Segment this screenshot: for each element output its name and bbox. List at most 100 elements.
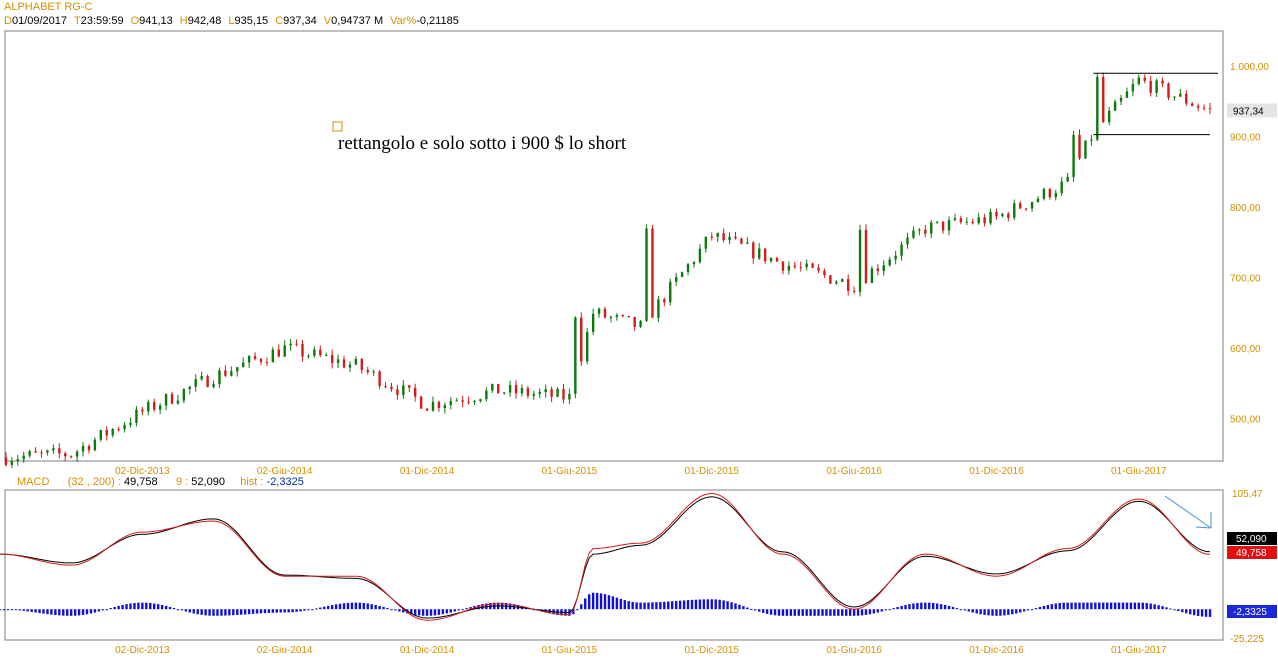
candle-body [402,385,405,396]
candle-body [449,401,452,406]
histogram-bar [738,604,741,610]
histogram-bar [848,609,852,616]
candle-body [105,429,108,436]
histogram-bar [105,609,108,611]
candle-body [918,229,921,231]
candle-body [413,387,417,397]
histogram-bar [671,601,674,610]
candle-body [271,349,275,363]
histogram-bar [2,609,6,611]
candle-body [354,358,358,365]
histogram-bar [892,608,895,610]
histogram-bar [1046,604,1050,610]
candle-body [947,220,951,231]
time-axis: 02-Dic-2013 02-Dic-2013 02-Giu-2014 02-Giu-… [115,466,1167,656]
histogram-bar [1038,606,1042,610]
candle-body [408,385,411,388]
candle-body [28,451,31,456]
candle-body [75,451,79,457]
candle-body [627,315,630,318]
candle-body [330,355,334,363]
candle-body [817,267,820,271]
candle-body [218,370,221,385]
histogram-bar [287,609,290,613]
histogram-bar [591,592,595,610]
histogram-bar [678,600,682,610]
candle-body [538,392,541,395]
candle-body [870,268,874,283]
histogram-bar [1074,602,1077,610]
ohlc-key: Var% [390,15,417,27]
histogram-bar [1121,602,1125,610]
candle-body [645,228,648,321]
candle-body [568,393,571,400]
annotation-handle[interactable] [332,121,343,132]
candle-body [212,384,215,387]
histogram-bar [441,609,445,615]
histogram-bar [236,609,239,615]
histogram-bar [1003,609,1006,616]
histogram-bar [386,608,389,610]
histogram-bar [742,606,745,610]
histogram-bar [69,609,73,616]
histogram-bar [1098,602,1101,610]
candle-body [497,384,500,394]
candle-body [123,424,126,430]
histogram-bar [845,609,848,616]
histogram-bar [674,600,678,610]
histogram-bar [888,609,891,611]
candle-body [1066,176,1069,182]
candle-body [46,450,49,453]
histogram-bar [133,602,136,610]
histogram-bar [81,609,85,615]
candle-body [52,448,55,451]
signal-value-label: 52,090 [1236,534,1267,545]
candle-body [977,217,980,224]
histogram-bar [204,609,207,616]
candle-body [793,265,797,267]
ohlc-value: 23:59:59 [80,15,124,27]
histogram-bar [1011,609,1014,615]
histogram-bar [425,609,429,616]
candle-body [609,316,613,318]
candle-body [633,317,636,327]
histogram-bar [465,608,468,610]
histogram-bar [939,604,943,610]
candle-body [10,461,14,465]
candle-body [550,389,553,397]
histogram-bar [781,609,785,616]
histogram-bar [734,603,737,610]
histogram-bar [746,607,749,610]
candle-body [230,371,233,376]
ohlc-key: T [74,15,81,27]
candle-body [621,315,624,317]
histogram-bar [50,609,53,615]
histogram-bar [821,609,824,616]
histogram-bar [837,609,840,616]
trend-arrow[interactable] [1164,495,1212,529]
histogram-bar [580,604,583,610]
candlestick-series [4,72,1218,468]
histogram-bar [164,605,168,610]
histogram-bar [900,605,903,610]
histogram-bar [829,609,832,616]
histogram-bar [410,609,413,615]
time-tick-label: 01-Giu-2017 [1111,645,1167,656]
histogram-bar [639,602,642,610]
histogram-bar [647,602,650,610]
histogram-bar [932,602,935,610]
histogram-bar [330,605,334,610]
histogram-bar [429,609,433,616]
histogram-bar [184,609,188,612]
candle-body [479,399,482,402]
candle-body [1072,134,1075,177]
histogram-bar [212,609,215,616]
ohlc-key: O [130,15,140,27]
histogram-bar [817,609,820,616]
candle-body [657,299,660,318]
annotation-text[interactable]: rettangolo e solo sotto i 900 $ lo short [338,133,627,154]
histogram-bar [38,609,41,614]
histogram-bar [1026,609,1030,611]
histogram-bar [255,609,259,614]
